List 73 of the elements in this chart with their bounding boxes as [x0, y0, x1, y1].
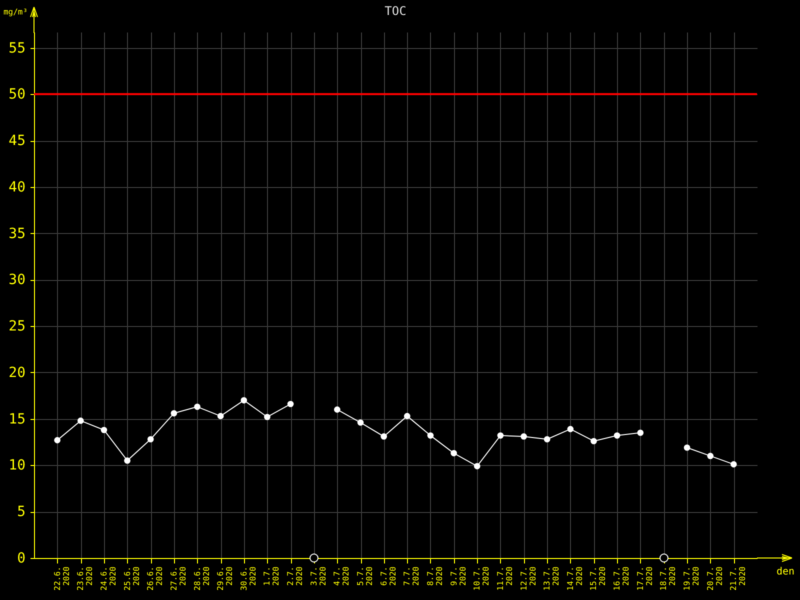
x-tick-label: 4.7. 2020: [332, 566, 351, 586]
x-tick-label: 11.7. 2020: [496, 566, 514, 591]
y-tick-label: 20: [8, 364, 26, 381]
y-tick-label: 15: [8, 411, 26, 428]
point: [264, 414, 270, 420]
x-tick-label: 5.7. 2020: [356, 566, 374, 586]
x-tick-label: 17.7. 2020: [636, 566, 654, 591]
point: [520, 433, 527, 440]
y-tick-label: 25: [8, 318, 26, 335]
x-tick-label: 29.6. 2020: [216, 566, 234, 591]
x-tick-label: 7.7. 2020: [402, 566, 421, 586]
point: [730, 461, 737, 468]
x-tick-label: 18.7. 2020: [659, 566, 678, 591]
point: [357, 419, 364, 426]
point: [567, 426, 574, 432]
y-tick-label: 5: [17, 504, 26, 520]
x-tick-label: 22.6. 2020: [52, 566, 71, 591]
point: [637, 430, 644, 436]
x-tick-label: 26.6. 2020: [146, 566, 164, 591]
point: [544, 436, 550, 442]
point: [287, 400, 294, 408]
y-tick-label: 50: [8, 86, 26, 103]
y-tick-label: 55: [8, 40, 26, 56]
point: [147, 436, 154, 442]
point: [100, 426, 108, 434]
point: [334, 406, 340, 413]
x-tick-label: 9.7. 2020: [449, 566, 468, 586]
x-tick-label: 24.6. 2020: [99, 566, 118, 591]
x-tick-label: 28.6. 2020: [192, 566, 211, 591]
y-axis-title: mg/m³: [3, 8, 28, 16]
point: [684, 444, 690, 451]
x-tick-label: 10.7. 2020: [472, 566, 491, 591]
y-tick-label: 0: [17, 550, 26, 566]
y-tick-label: 35: [8, 226, 26, 242]
point: [170, 410, 178, 416]
point: [217, 412, 224, 420]
x-tick-label: 3.7. 2020: [309, 566, 328, 586]
point: [194, 404, 200, 410]
x-tick-label: 30.6. 2020: [239, 566, 258, 591]
y-tick-label: 30: [8, 272, 26, 288]
x-tick-label: 16.7. 2020: [612, 566, 631, 591]
point: [54, 437, 60, 444]
y-tick-label: 40: [8, 179, 26, 196]
x-tick-label: 20.7. 2020: [706, 566, 724, 591]
x-tick-label: 25.6. 2020: [122, 566, 141, 591]
x-tick-label: 8.7. 2020: [426, 566, 444, 586]
x-tick-label: 6.7. 2020: [379, 566, 398, 586]
point: [380, 433, 387, 440]
point: [427, 432, 434, 439]
point: [497, 432, 504, 439]
point: [124, 457, 130, 464]
point: [707, 452, 714, 460]
x-tick-label: 2.7. 2020: [286, 566, 304, 586]
y-tick-label: 10: [8, 458, 26, 474]
point: [474, 463, 480, 470]
point: [404, 412, 410, 420]
point: [590, 438, 597, 444]
x-tick-label: 12.7. 2020: [519, 566, 538, 591]
x-tick-label: 13.7. 2020: [542, 566, 561, 591]
x-tick-label: 27.6. 2020: [169, 566, 188, 591]
x-tick-label: 15.7. 2020: [589, 566, 608, 591]
point: [450, 450, 457, 456]
point: [240, 397, 248, 404]
chart-title: TOC: [384, 4, 406, 18]
x-axis-title: den: [776, 566, 795, 578]
x-tick-label: 19.7. 2020: [682, 566, 701, 591]
x-tick-label: 23.6. 2020: [76, 566, 94, 591]
point: [614, 432, 620, 439]
x-tick-label: 1.7. 2020: [262, 566, 281, 586]
point: [77, 418, 84, 424]
x-tick-label: 21.7. 2020: [729, 566, 748, 591]
y-tick-label: 45: [8, 133, 26, 150]
x-tick-label: 14.7. 2020: [566, 566, 584, 591]
